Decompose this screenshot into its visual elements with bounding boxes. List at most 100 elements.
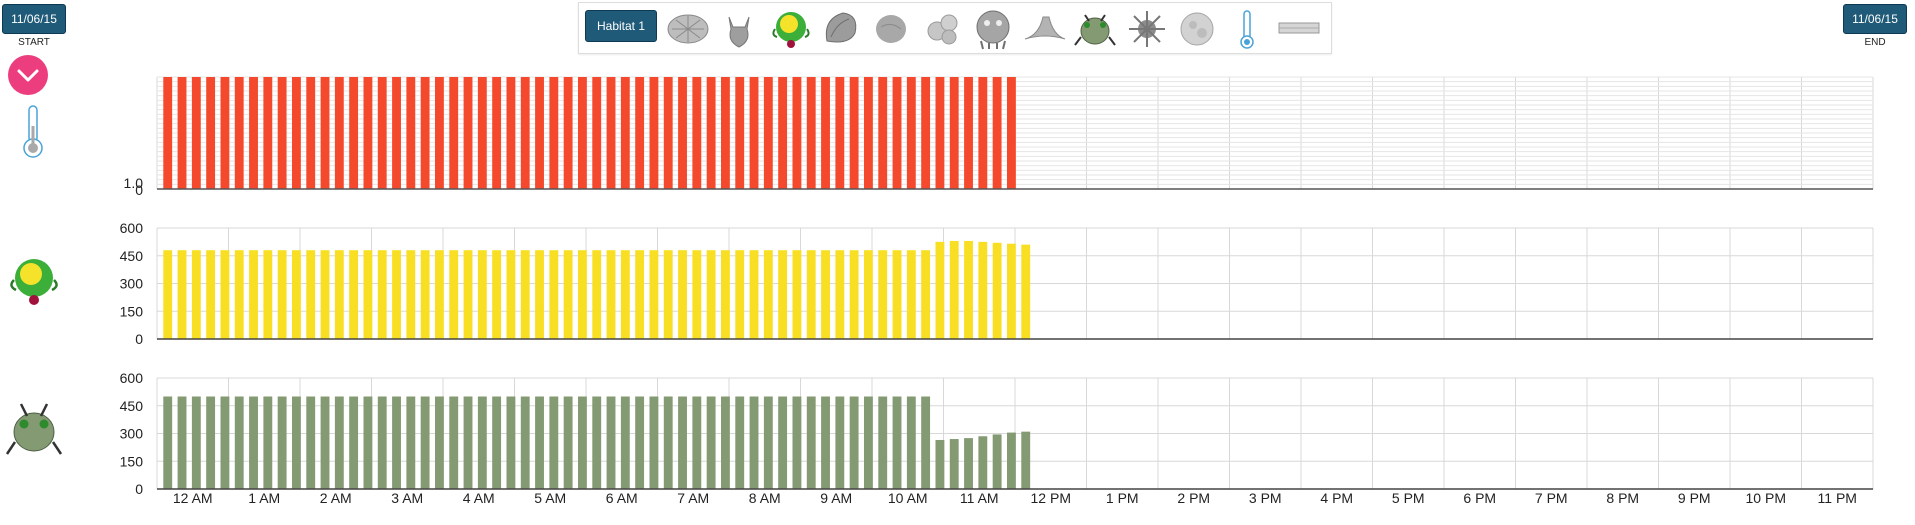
bar[interactable]: [863, 77, 873, 189]
bar[interactable]: [821, 77, 830, 189]
bar[interactable]: [263, 396, 273, 490]
bar[interactable]: [463, 77, 473, 189]
bar[interactable]: [363, 250, 373, 339]
bar[interactable]: [620, 250, 630, 339]
bar[interactable]: [263, 250, 273, 339]
bar[interactable]: [420, 250, 430, 339]
bar[interactable]: [577, 77, 587, 189]
expand-dropdown-button[interactable]: [8, 55, 48, 95]
bar[interactable]: [406, 77, 416, 189]
bar[interactable]: [334, 77, 344, 189]
bar[interactable]: [163, 396, 173, 490]
bar[interactable]: [706, 77, 716, 189]
bar[interactable]: [363, 396, 373, 490]
bar[interactable]: [921, 250, 931, 339]
bar[interactable]: [306, 77, 316, 189]
bar[interactable]: [334, 396, 344, 490]
bar[interactable]: [249, 250, 258, 339]
bar[interactable]: [792, 77, 802, 189]
bar[interactable]: [921, 396, 931, 490]
bar[interactable]: [392, 77, 401, 189]
bar[interactable]: [792, 396, 802, 490]
bar[interactable]: [220, 250, 230, 339]
bar[interactable]: [663, 250, 673, 339]
bar[interactable]: [606, 250, 616, 339]
end-date-button[interactable]: 11/06/15: [1843, 4, 1907, 34]
bar[interactable]: [349, 396, 359, 490]
bar[interactable]: [678, 77, 687, 189]
bar[interactable]: [692, 77, 702, 189]
bar[interactable]: [306, 250, 316, 339]
bar[interactable]: [949, 77, 959, 189]
bar[interactable]: [1006, 243, 1016, 339]
bar[interactable]: [392, 396, 401, 490]
bar[interactable]: [449, 396, 459, 490]
bar[interactable]: [935, 241, 945, 339]
bar[interactable]: [535, 396, 544, 490]
bar[interactable]: [821, 250, 830, 339]
bar[interactable]: [978, 241, 988, 339]
bar[interactable]: [678, 396, 687, 490]
bar[interactable]: [921, 77, 931, 189]
bar[interactable]: [563, 77, 573, 189]
bar[interactable]: [892, 250, 902, 339]
colony-icon[interactable]: [921, 7, 965, 51]
bar[interactable]: [678, 250, 687, 339]
bar[interactable]: [821, 396, 830, 490]
bar[interactable]: [163, 250, 173, 339]
bar[interactable]: [249, 77, 258, 189]
shell-icon[interactable]: [819, 7, 863, 51]
bar[interactable]: [835, 250, 845, 339]
bar[interactable]: [563, 396, 573, 490]
bar[interactable]: [964, 240, 973, 339]
bar[interactable]: [549, 77, 559, 189]
bar[interactable]: [177, 250, 187, 339]
bar[interactable]: [706, 250, 716, 339]
bar[interactable]: [806, 396, 816, 490]
bar[interactable]: [334, 250, 344, 339]
bar[interactable]: [806, 250, 816, 339]
bar[interactable]: [420, 396, 430, 490]
bar[interactable]: [506, 77, 516, 189]
bar[interactable]: [406, 396, 416, 490]
bar[interactable]: [535, 77, 544, 189]
bar[interactable]: [906, 396, 916, 490]
bar[interactable]: [477, 77, 487, 189]
bar[interactable]: [349, 77, 359, 189]
bar[interactable]: [863, 250, 873, 339]
bar[interactable]: [377, 250, 387, 339]
bar[interactable]: [849, 250, 859, 339]
bar[interactable]: [835, 77, 845, 189]
bar[interactable]: [606, 77, 616, 189]
bar[interactable]: [964, 77, 973, 189]
bar[interactable]: [778, 77, 788, 189]
bar[interactable]: [577, 250, 587, 339]
rotifer-icon[interactable]: [971, 7, 1015, 51]
bar[interactable]: [863, 396, 873, 490]
bar[interactable]: [377, 396, 387, 490]
bar[interactable]: [191, 250, 201, 339]
bar[interactable]: [935, 439, 945, 489]
bar[interactable]: [492, 396, 502, 490]
bar[interactable]: [377, 77, 387, 189]
bar[interactable]: [492, 77, 502, 189]
bar[interactable]: [949, 240, 959, 339]
bar[interactable]: [535, 250, 544, 339]
bar[interactable]: [220, 77, 230, 189]
bar[interactable]: [878, 250, 888, 339]
bar[interactable]: [906, 77, 916, 189]
bar[interactable]: [477, 250, 487, 339]
bar[interactable]: [1006, 432, 1016, 489]
bar[interactable]: [277, 396, 287, 490]
bar[interactable]: [263, 77, 273, 189]
bar[interactable]: [878, 77, 888, 189]
bar[interactable]: [720, 396, 730, 490]
bar[interactable]: [191, 77, 201, 189]
bar[interactable]: [177, 77, 187, 189]
bar[interactable]: [849, 396, 859, 490]
bar[interactable]: [606, 396, 616, 490]
bar[interactable]: [763, 250, 773, 339]
bar[interactable]: [177, 396, 187, 490]
bar[interactable]: [449, 250, 459, 339]
bar[interactable]: [849, 77, 859, 189]
